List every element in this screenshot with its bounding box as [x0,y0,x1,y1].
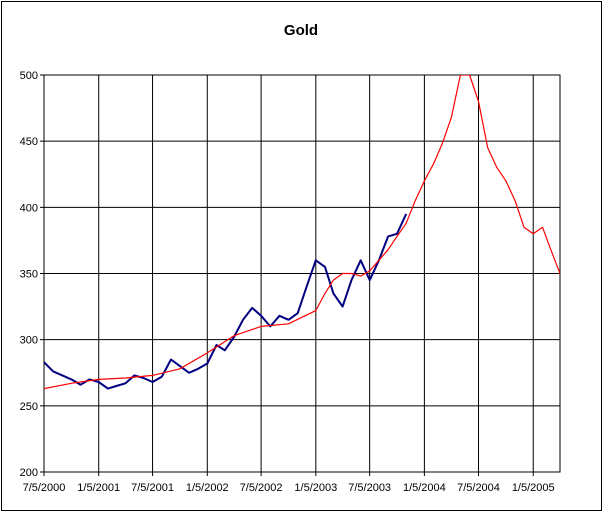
y-tick-label: 500 [20,70,38,82]
x-tick-label: 7/5/2004 [457,482,500,494]
series-line-1 [44,75,560,390]
x-tick-label: 1/5/2004 [403,482,446,494]
y-tick-label: 300 [20,335,38,347]
x-tick-label: 1/5/2002 [186,482,229,494]
x-tick-label: 7/5/2001 [131,482,174,494]
x-tick-label: 1/5/2001 [77,482,120,494]
y-tick-label: 250 [20,401,38,413]
y-tick-label: 400 [20,202,38,214]
x-tick-label: 1/5/2005 [512,482,555,494]
chart-title: Gold [284,22,318,39]
y-axis-ticks: 200 250 300 350 400 450 500 [20,70,44,479]
y-tick-label: 200 [20,467,38,479]
y-tick-label: 350 [20,269,38,281]
x-tick-label: 7/5/2000 [23,482,66,494]
x-tick-label: 7/5/2003 [348,482,391,494]
series-group [44,75,560,390]
x-tick-label: 7/5/2002 [240,482,283,494]
y-tick-label: 450 [20,136,38,148]
series-line-0 [44,213,408,390]
grid-lines [43,74,560,473]
x-tick-label: 1/5/2003 [294,482,337,494]
x-axis-ticks: 7/5/2000 1/5/2001 7/5/2001 1/5/2002 7/5/2002… [23,472,555,494]
